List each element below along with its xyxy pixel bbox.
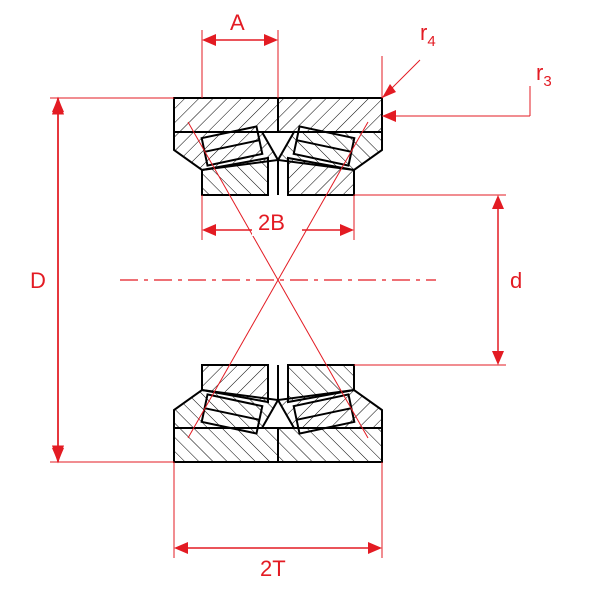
label-r3-sub: 3 <box>543 73 551 90</box>
label-A: A <box>230 10 245 35</box>
label-D: D <box>30 268 46 293</box>
svg-text:r4: r4 <box>420 20 436 50</box>
dim-2T: 2T <box>174 462 382 581</box>
upper-section <box>174 98 382 195</box>
dim-d: d <box>354 195 522 365</box>
label-2T: 2T <box>260 556 286 581</box>
label-d: d <box>510 268 522 293</box>
bearing-diagram: D d 2T A 2B r4 <box>0 0 600 600</box>
dim-A: A <box>202 10 278 98</box>
label-r3: r <box>536 60 543 85</box>
label-r4-sub: 4 <box>427 33 435 50</box>
dim-r3: r3 <box>382 60 552 122</box>
label-r4: r <box>420 20 427 45</box>
dim-2B: 2B <box>202 195 354 240</box>
lower-section <box>174 365 382 462</box>
svg-text:r3: r3 <box>536 60 552 90</box>
dim-D: D <box>30 98 174 462</box>
label-2B: 2B <box>258 210 285 235</box>
dim-r4: r4 <box>382 20 436 98</box>
